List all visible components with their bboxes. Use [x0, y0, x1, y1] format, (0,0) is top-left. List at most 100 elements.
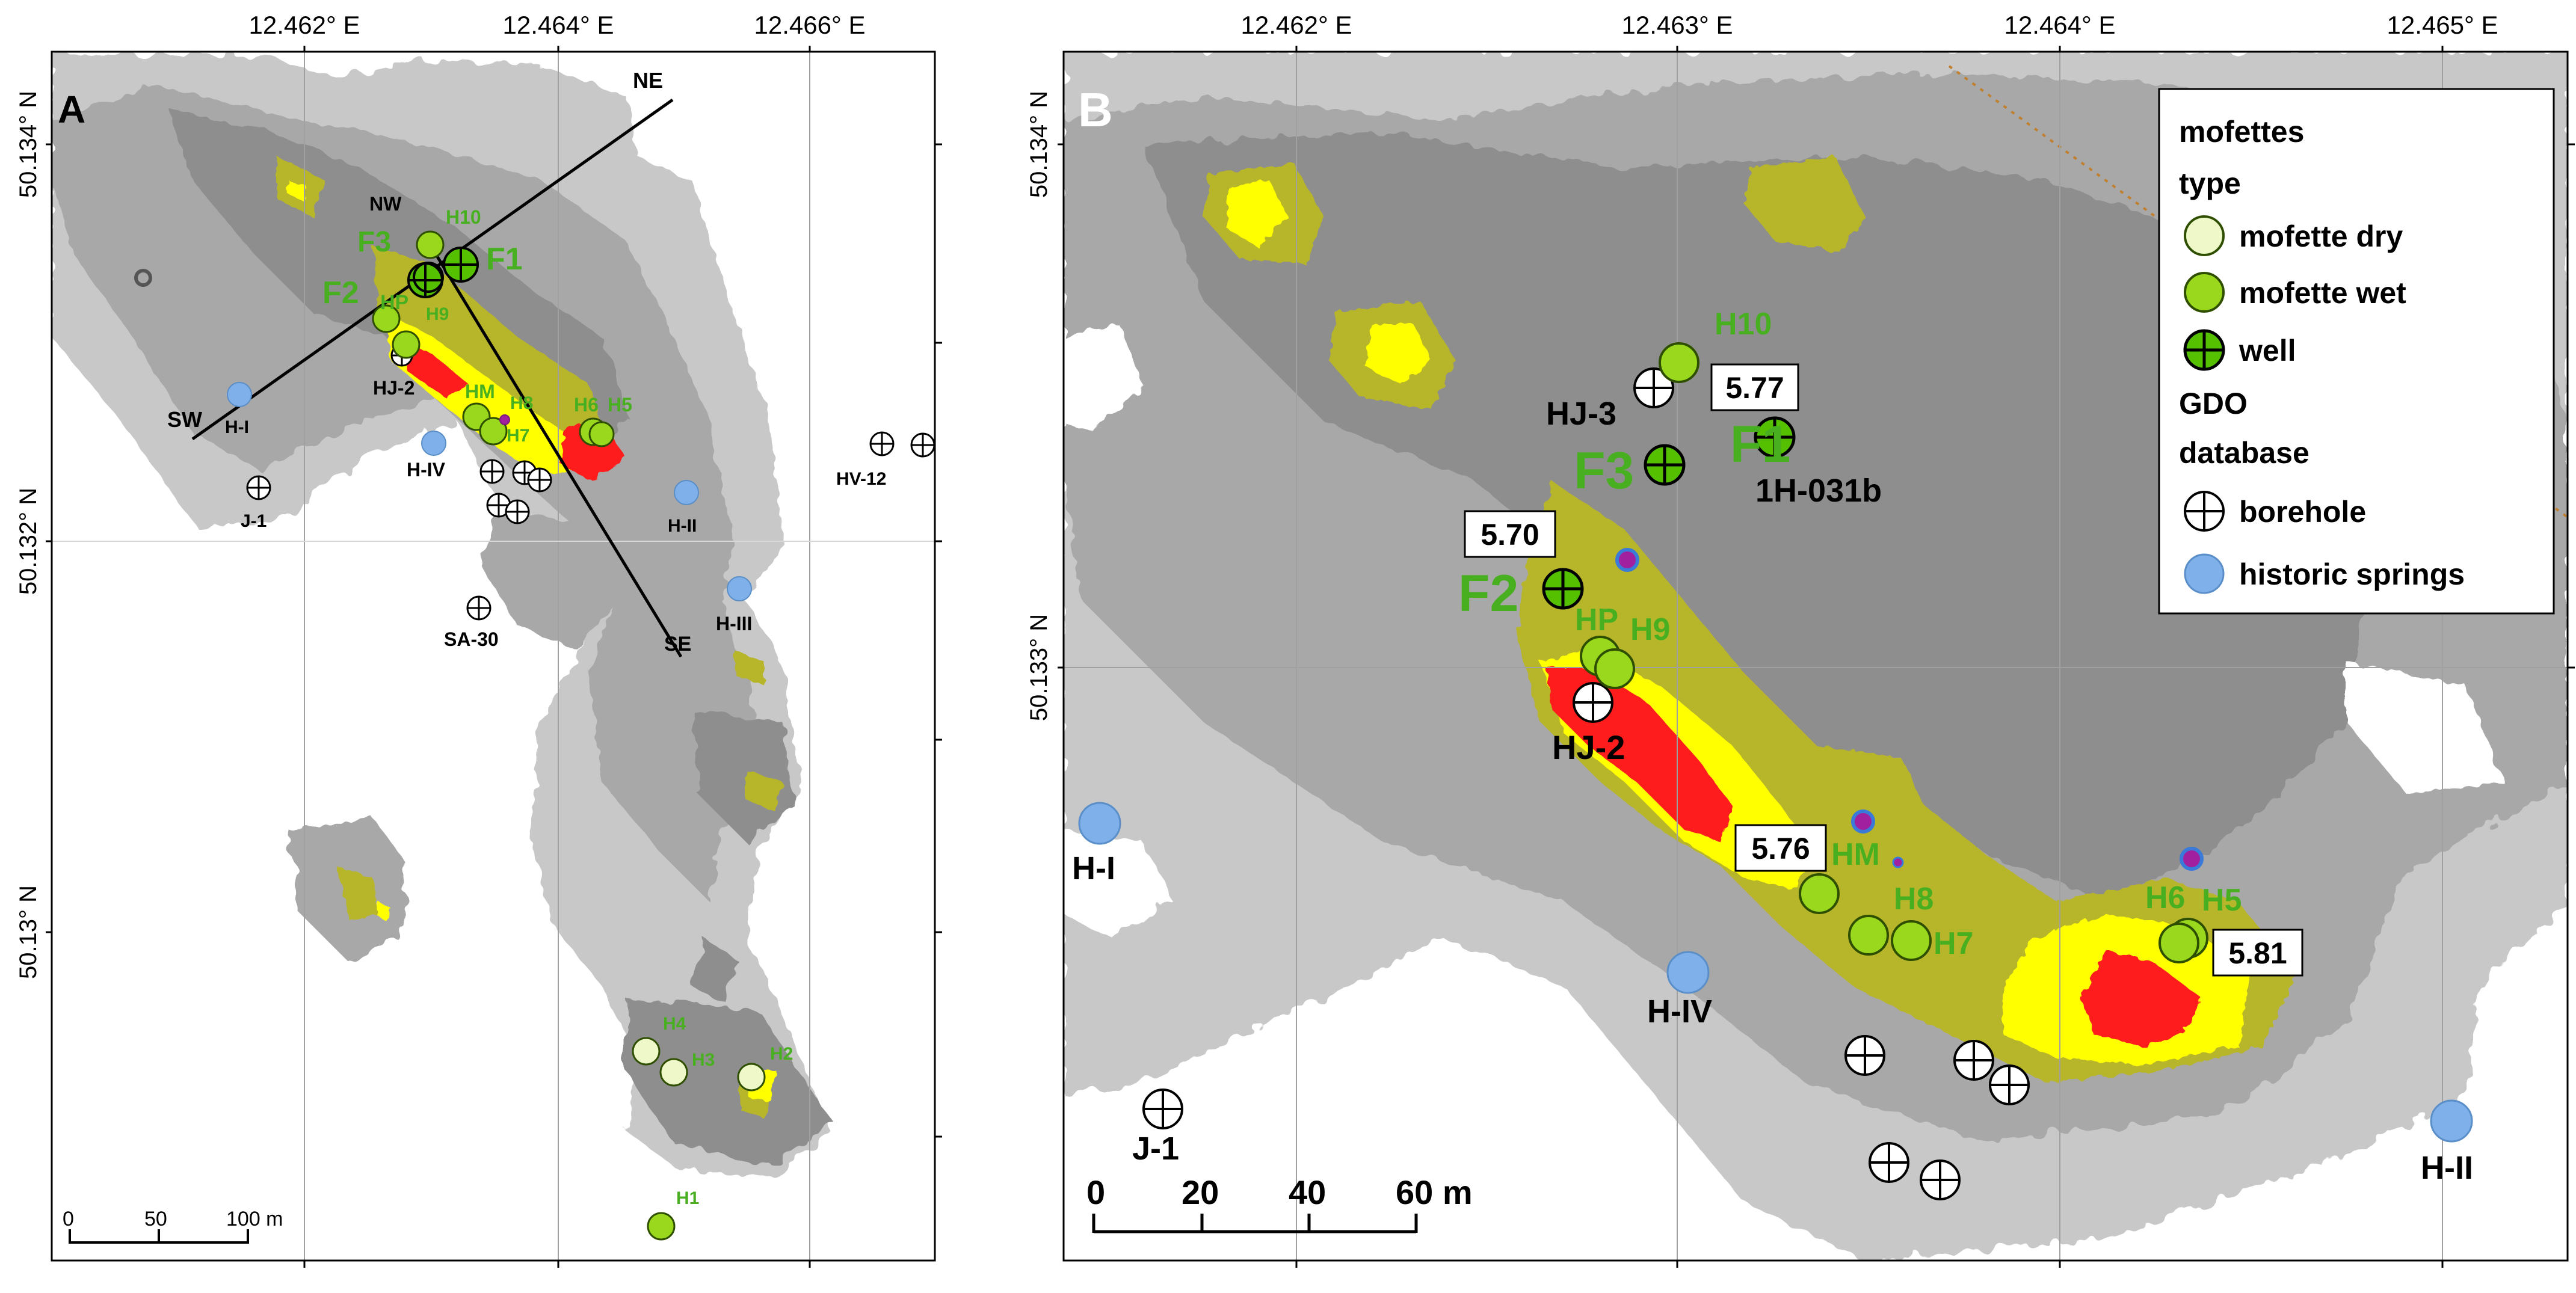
well-f2 — [413, 262, 444, 293]
a-lat-tick-2: 50.132° N — [15, 488, 42, 595]
label-hp: HP — [380, 291, 408, 314]
value-5-76: 5.76 — [1751, 832, 1810, 865]
mofette-h5 — [588, 421, 615, 447]
spring-b-h-i — [1078, 802, 1121, 845]
spring-h-ii — [674, 480, 699, 505]
panel-a-ticks — [46, 46, 942, 1268]
panel-a-labels: NE SW NW SE H10 F3 F1 F2 HP H9 HM H8 H7 … — [167, 68, 886, 1208]
label-h-i: H-I — [225, 417, 249, 437]
mofette-b-h7 — [1891, 920, 1932, 961]
b-lon-tick-1: 12.462° E — [1241, 11, 1352, 39]
label-f3: F3 — [357, 226, 391, 258]
label-b-1h-031b: 1H-031b — [1755, 473, 1882, 509]
label-b-h10: H10 — [1715, 307, 1772, 342]
label-h4: H4 — [663, 1014, 686, 1034]
borehole-b-hj-3 — [1633, 367, 1674, 408]
label-b-hm: HM — [1831, 837, 1880, 872]
panel-b-mofettes-wet — [1580, 342, 2208, 963]
label-h-ii: H-II — [668, 516, 697, 536]
mofette-h2 — [737, 1063, 766, 1092]
scalebar-a-50: 50 — [144, 1208, 167, 1230]
borehole-b-hj-2 — [1573, 682, 1613, 723]
panel-a: NE SW NW SE H10 F3 F1 F2 HP H9 HM H8 H7 … — [15, 11, 942, 1268]
label-b-h-iv: H-IV — [1647, 994, 1712, 1030]
mofette-b-h9 — [1594, 648, 1635, 689]
label-h7: H7 — [507, 426, 529, 446]
panel-a-label: A — [58, 88, 85, 131]
mofette-b-hm — [1799, 873, 1840, 914]
label-b-f3: F3 — [1574, 442, 1634, 500]
scalebar-b-60: 60 m — [1396, 1173, 1473, 1211]
a-lat-tick-1: 50.134° N — [15, 91, 42, 198]
b-lat-tick-1: 50.134° N — [1026, 91, 1052, 198]
borehole-hv-12-1 — [869, 431, 895, 456]
mofette-b-h10 — [1659, 342, 1699, 383]
panel-b-wells — [1542, 416, 1796, 610]
label-f2: F2 — [322, 275, 359, 310]
borehole-cluster-5 — [505, 499, 530, 524]
b-lon-tick-2: 12.463° E — [1622, 11, 1733, 39]
panel-a-wells — [407, 247, 479, 298]
label-h2: H2 — [770, 1044, 793, 1064]
legend-group: GDO — [2179, 387, 2248, 420]
label-j-1: J-1 — [241, 511, 267, 531]
label-b-h-ii: H-II — [2421, 1150, 2473, 1186]
mofette-h9 — [392, 330, 421, 359]
a-lat-tick-3: 50.13° N — [15, 885, 42, 979]
label-b-h-i: H-I — [1072, 850, 1115, 886]
profile-label-nw: NW — [369, 193, 402, 215]
well-f1 — [443, 247, 479, 283]
legend-subgroup: database — [2179, 436, 2309, 470]
label-h1: H1 — [676, 1188, 699, 1208]
scalebar-b-0: 0 — [1086, 1173, 1105, 1211]
legend-item-well: well — [2239, 334, 2296, 367]
legend-title: mofettes — [2179, 115, 2304, 149]
label-b-f2: F2 — [1458, 565, 1518, 622]
label-hm: HM — [465, 381, 495, 402]
well-b-f3 — [1644, 444, 1686, 486]
borehole-cluster-1 — [479, 459, 505, 484]
panel-a-mofettes-wet — [372, 230, 676, 1241]
panel-a-frame — [51, 51, 936, 1262]
borehole-j-1 — [246, 475, 271, 500]
panel-a-scalebar: 0 50 100 m — [63, 1208, 283, 1244]
panel-b-values: 5.77 5.70 5.76 5.81 — [1481, 371, 2287, 970]
label-h-iii: H-III — [716, 613, 752, 634]
legend-item-spring: historic springs — [2239, 557, 2465, 591]
b-lon-tick-4: 12.465° E — [2387, 11, 2498, 39]
well-b-f2 — [1542, 568, 1584, 610]
legend-subtitle: type — [2179, 167, 2241, 200]
mofette-hp — [372, 304, 401, 333]
panel-b-ticks — [1058, 46, 2575, 1268]
borehole-b-2 — [1953, 1040, 1994, 1081]
label-hj-2: HJ-2 — [373, 377, 414, 399]
panel-b-labels: H10 F1 F3 F2 HP H9 HM H8 H7 H6 H5 HJ-3 1… — [1072, 307, 2473, 1186]
scalebar-a-0: 0 — [63, 1208, 74, 1230]
legend-swatch-well — [2183, 329, 2225, 371]
panel-a-graticule — [52, 52, 935, 1261]
mofette-b-h8 — [1848, 915, 1889, 956]
mofette-h1 — [647, 1212, 676, 1241]
label-h10: H10 — [446, 206, 481, 228]
scalebar-b-20: 20 — [1182, 1173, 1219, 1211]
panel-b-boreholes — [1142, 367, 2030, 1200]
borehole-hv-12-2 — [910, 432, 935, 458]
spring-b-h-iv — [1666, 951, 1710, 994]
label-sa-30: SA-30 — [444, 628, 499, 650]
legend-swatch-dry — [2184, 215, 2225, 256]
panel-b: 5.77 5.70 5.76 5.81 H10 F1 F3 F2 HP H9 H… — [1026, 11, 2575, 1268]
label-b-h7: H7 — [1934, 926, 1973, 961]
legend-swatch-borehole — [2184, 491, 2225, 532]
label-b-h9: H9 — [1630, 612, 1670, 647]
panel-b-scalebar: 0 20 40 60 m — [1086, 1173, 1473, 1233]
b-lon-tick-3: 12.464° E — [2004, 11, 2116, 39]
borehole-b-j-1 — [1142, 1089, 1183, 1129]
panel-b-frame — [1062, 51, 2569, 1262]
label-h3: H3 — [692, 1050, 715, 1070]
panel-a-boreholes — [246, 344, 935, 621]
spring-h-iv — [421, 431, 446, 456]
panel-b-graticule — [1064, 52, 2568, 1261]
panel-b-label: B — [1078, 83, 1113, 137]
panel-b-lat-ticks: 50.134° N 50.133° N — [1026, 91, 1052, 721]
